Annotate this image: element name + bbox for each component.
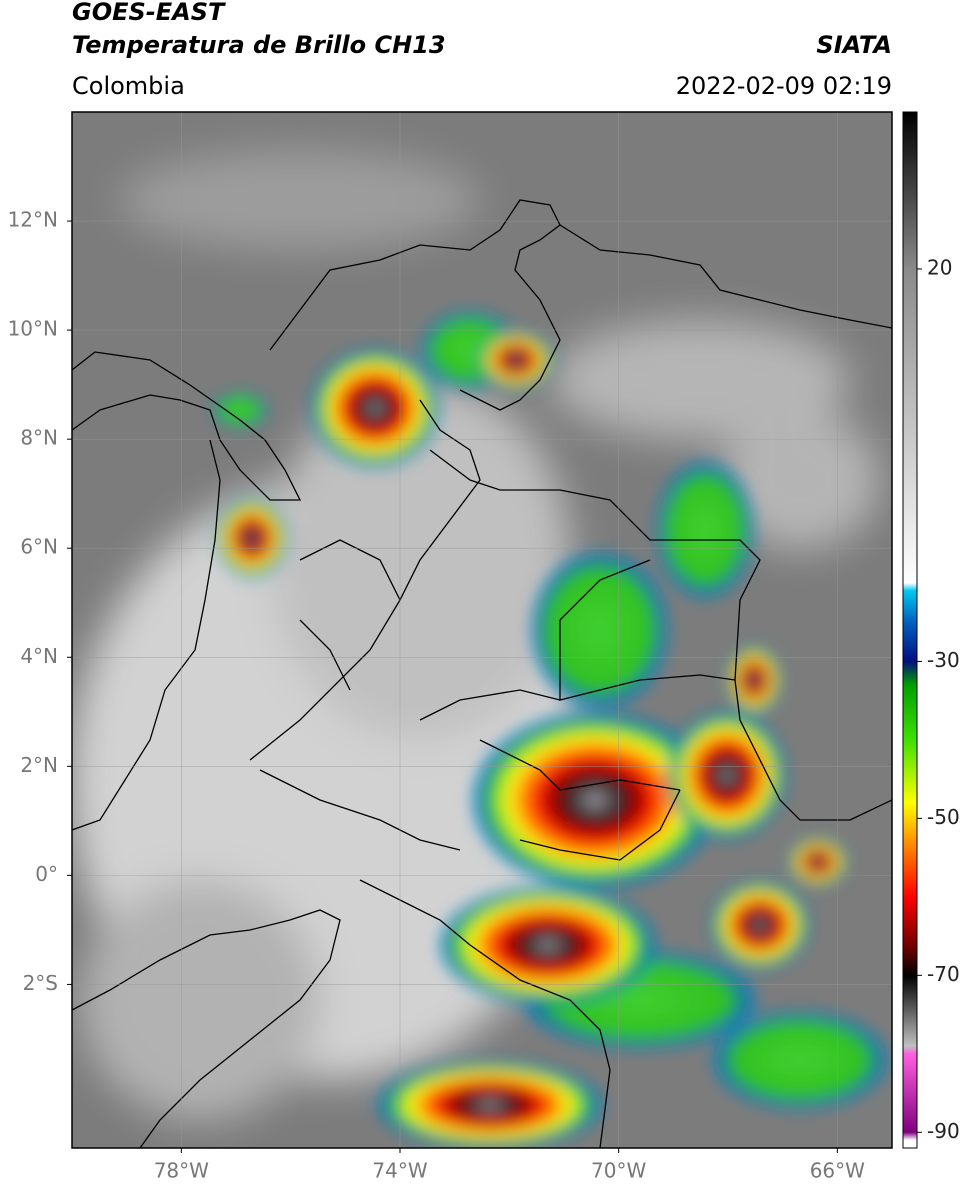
x-tick-label: 74°W (372, 1159, 427, 1183)
colorbar (902, 111, 918, 1149)
y-tick-label: 2°S (23, 971, 58, 995)
y-tick-label: 2°N (20, 753, 58, 777)
y-tick-label: 6°N (20, 535, 58, 559)
colorbar-tick-label: -50 (927, 805, 960, 829)
colorbar-tick-label: -90 (927, 1119, 960, 1143)
title: GOES-EAST (72, 0, 226, 26)
x-tick-label: 78°W (154, 1159, 209, 1183)
datetime: 2022-02-09 02:19 (676, 72, 892, 100)
satellite-image (72, 112, 892, 1148)
grid (72, 112, 892, 1148)
colorbar-tick-label: -30 (927, 648, 960, 672)
colorbar-tick-label: -70 (927, 962, 960, 986)
x-tick-label: 70°W (591, 1159, 646, 1183)
map-frame (71, 111, 893, 1149)
y-tick-label: 0° (35, 862, 58, 886)
subtitle: Temperatura de Brillo CH13 (72, 31, 446, 59)
colorbar-tick-label: 20 (927, 255, 952, 279)
region: Colombia (72, 72, 185, 100)
y-tick-label: 8°N (20, 426, 58, 450)
source: SIATA (816, 31, 892, 59)
y-tick-label: 12°N (8, 208, 58, 232)
y-tick-label: 10°N (8, 317, 58, 341)
y-tick-label: 4°N (20, 644, 58, 668)
x-tick-label: 66°W (810, 1159, 865, 1183)
